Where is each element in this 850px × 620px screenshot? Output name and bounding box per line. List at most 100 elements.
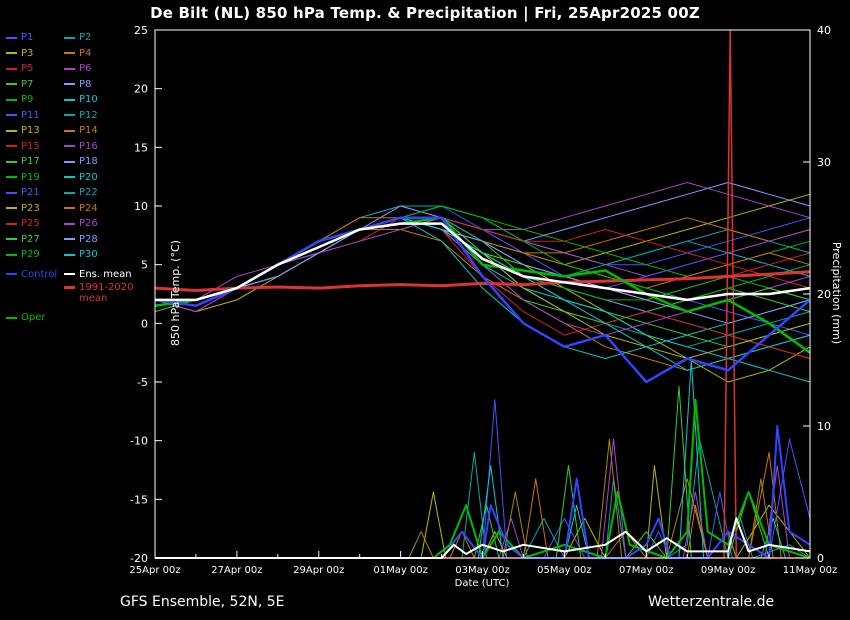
legend-member-label: P11 xyxy=(21,109,40,121)
member-line-swatch xyxy=(64,253,75,256)
ens-mean-line-swatch xyxy=(64,273,75,276)
legend-label-control: Control xyxy=(21,268,58,280)
precip-red-spike xyxy=(155,29,810,559)
legend-member-label: P23 xyxy=(21,202,40,214)
precip-ens-mean xyxy=(155,517,811,559)
legend-member-label: P29 xyxy=(21,249,40,260)
legend-item-p4[interactable]: P4 xyxy=(64,46,122,62)
legend-member-label: P26 xyxy=(79,218,98,229)
climate-line-swatch xyxy=(64,286,75,289)
legend-item-p8[interactable]: P8 xyxy=(64,77,122,93)
legend-item-p28[interactable]: P28 xyxy=(64,232,122,248)
legend-item-p20[interactable]: P20 xyxy=(64,170,122,186)
legend-label-ens-mean: Ens. mean xyxy=(79,268,132,280)
member-line-swatch xyxy=(6,98,17,101)
legend-item-p2[interactable]: P2 xyxy=(64,30,122,46)
legend-special: Control Ens. mean 1991-2020 mean Oper xyxy=(6,267,134,326)
legend-item-p25[interactable]: P25 xyxy=(6,216,64,232)
legend-item-p30[interactable]: P30 xyxy=(64,247,122,263)
legend: P1 P2 P3 P4 P5 P6 P7 P8 P9 P10 P11 P12 P13 P14 P15 P16 P… xyxy=(6,30,134,326)
y-tick-label-left: 20 xyxy=(134,83,148,96)
x-tick-label: 25Apr 00z xyxy=(129,565,180,576)
temp-series-control xyxy=(154,216,811,384)
y-tick-label-left: -20 xyxy=(130,552,148,565)
legend-item-p26[interactable]: P26 xyxy=(64,216,122,232)
legend-member-label: P6 xyxy=(79,63,92,74)
legend-item-ens-mean[interactable]: Ens. mean xyxy=(64,267,132,283)
y-tick-label-right: 10 xyxy=(817,420,831,433)
legend-member-label: P9 xyxy=(21,94,34,105)
y-tick-label-right: 40 xyxy=(817,24,831,37)
member-line-swatch xyxy=(6,160,17,163)
member-line-swatch xyxy=(64,129,75,132)
legend-item-p21[interactable]: P21 xyxy=(6,185,64,201)
temp-series-1991-2020-mean xyxy=(154,270,811,292)
temp-series-P20 xyxy=(155,217,811,383)
legend-item-p1[interactable]: P1 xyxy=(6,30,64,46)
legend-item-climate[interactable]: 1991-2020 mean xyxy=(64,282,134,304)
y-tick-label-left: 15 xyxy=(134,141,148,154)
legend-member-label: P14 xyxy=(79,125,98,136)
member-line-swatch xyxy=(64,222,75,225)
control-line-swatch xyxy=(6,273,17,276)
legend-item-p23[interactable]: P23 xyxy=(6,201,64,217)
x-tick-label: 29Apr 00z xyxy=(293,565,344,576)
temp-series-oper xyxy=(154,216,811,354)
member-line-swatch xyxy=(6,145,17,148)
y-tick-label-left: 0 xyxy=(141,317,148,330)
legend-member-label: P15 xyxy=(21,140,40,152)
temp-series-P28 xyxy=(155,217,811,324)
legend-label-oper: Oper xyxy=(21,312,46,323)
precip-member-olive xyxy=(155,465,811,559)
legend-item-p11[interactable]: P11 xyxy=(6,108,64,124)
member-line-swatch xyxy=(6,67,17,70)
legend-member-label: P5 xyxy=(21,63,34,74)
legend-item-p19[interactable]: P19 xyxy=(6,170,64,186)
legend-item-p13[interactable]: P13 xyxy=(6,123,64,139)
member-line-swatch xyxy=(64,67,75,70)
y-axis-label-left: 850 hPa Temp. (°C) xyxy=(169,240,182,346)
legend-label-climate-2: mean xyxy=(79,293,108,304)
member-line-swatch xyxy=(6,207,17,210)
legend-member-label: P20 xyxy=(79,171,98,183)
legend-item-p10[interactable]: P10 xyxy=(64,92,122,108)
member-line-swatch xyxy=(6,222,17,225)
legend-item-p29[interactable]: P29 xyxy=(6,247,64,263)
legend-item-p18[interactable]: P18 xyxy=(64,154,122,170)
legend-item-p16[interactable]: P16 xyxy=(64,139,122,155)
legend-member-label: P1 xyxy=(21,32,34,43)
y-tick-label-right: 20 xyxy=(817,288,831,301)
legend-item-p15[interactable]: P15 xyxy=(6,139,64,155)
y-axis-label-right: Precipitation (mm) xyxy=(830,241,843,345)
legend-item-p6[interactable]: P6 xyxy=(64,61,122,77)
x-tick-label: 05May 00z xyxy=(537,565,592,576)
x-tick-label: 01May 00z xyxy=(373,565,428,576)
footer-brand: Wetterzentrale.de xyxy=(648,594,775,610)
legend-item-p17[interactable]: P17 xyxy=(6,154,64,170)
legend-member-label: P10 xyxy=(79,94,98,105)
legend-item-p3[interactable]: P3 xyxy=(6,46,64,62)
legend-item-p12[interactable]: P12 xyxy=(64,108,122,124)
legend-item-control[interactable]: Control xyxy=(6,267,64,283)
legend-member-label: P16 xyxy=(79,140,98,152)
legend-item-p22[interactable]: P22 xyxy=(64,185,122,201)
legend-item-p24[interactable]: P24 xyxy=(64,201,122,217)
legend-item-p7[interactable]: P7 xyxy=(6,77,64,93)
legend-item-p27[interactable]: P27 xyxy=(6,232,64,248)
member-line-swatch xyxy=(6,191,17,194)
legend-label-climate-1: 1991-2020 xyxy=(79,282,134,293)
legend-item-p14[interactable]: P14 xyxy=(64,123,122,139)
legend-item-oper[interactable]: Oper xyxy=(6,310,64,326)
precip-member-teal xyxy=(155,438,811,559)
legend-member-label: P30 xyxy=(79,249,98,260)
precip-member-gold xyxy=(155,438,810,559)
precip-member-green xyxy=(155,385,810,559)
legend-member-label: P21 xyxy=(21,187,40,198)
legend-item-p5[interactable]: P5 xyxy=(6,61,64,77)
chart-title: De Bilt (NL) 850 hPa Temp. & Precipitati… xyxy=(150,4,700,22)
legend-item-p9[interactable]: P9 xyxy=(6,92,64,108)
oper-line-swatch xyxy=(6,316,17,319)
y-tick-label-left: 10 xyxy=(134,200,148,213)
member-line-swatch xyxy=(6,114,17,117)
